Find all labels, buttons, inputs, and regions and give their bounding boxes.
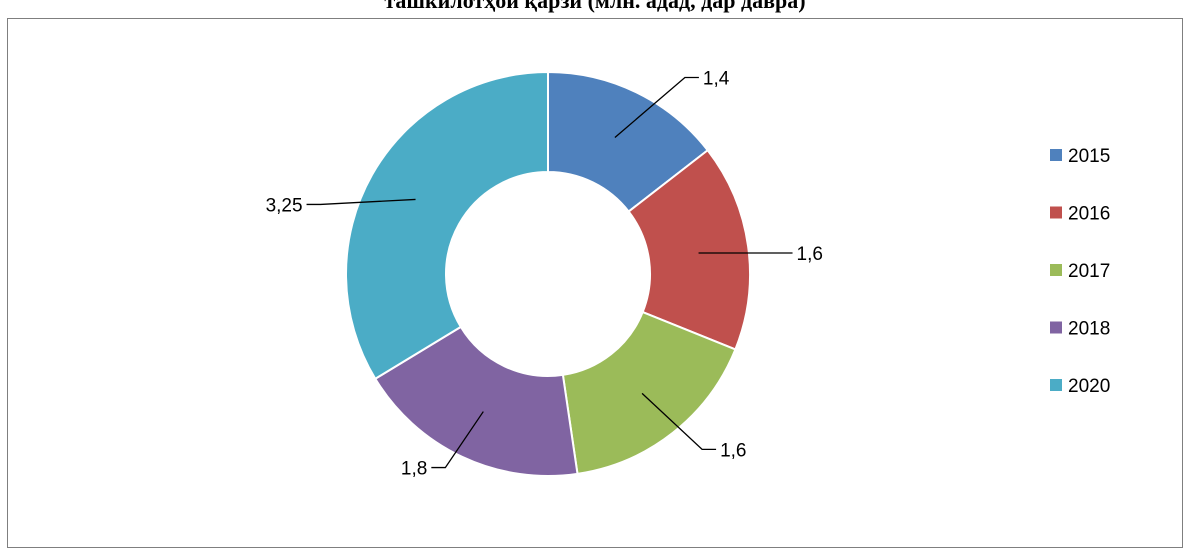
legend-label-2016: 2016 <box>1068 204 1110 225</box>
leader-line-2018 <box>431 411 484 469</box>
data-label-2017: 1,6 <box>720 440 746 461</box>
slice-2018 <box>373 325 579 477</box>
legend-swatch-2020 <box>1050 379 1062 391</box>
legend-swatch-2018 <box>1050 321 1062 334</box>
data-label-2015: 1,4 <box>703 69 730 90</box>
legend-label-2020: 2020 <box>1068 376 1110 397</box>
legend-swatch-2017 <box>1050 264 1062 276</box>
data-label-2016: 1,6 <box>797 244 823 265</box>
data-label-2018: 1,8 <box>401 459 427 480</box>
slice-2020 <box>345 70 549 381</box>
legend-swatch-2016 <box>1050 206 1062 219</box>
leader-line-2017 <box>641 392 717 451</box>
slice-2016 <box>627 148 751 351</box>
leader-line-2015 <box>614 76 699 139</box>
chart-title: ташкилотҳои қарзӣ (млн. адад, дар давра) <box>384 0 806 13</box>
legend-label-2018: 2018 <box>1068 319 1110 340</box>
legend-label-2017: 2017 <box>1068 261 1110 282</box>
slice-2017 <box>561 310 737 475</box>
legend-swatch-2015 <box>1050 149 1062 161</box>
data-label-2020: 3,25 <box>266 195 303 216</box>
donut-chart: 1,4 1,6 1,6 1,8 3,25 2015 2016 2017 2018 2020 <box>266 69 1111 480</box>
leader-line-2020 <box>306 198 416 206</box>
legend-label-2015: 2015 <box>1068 146 1110 167</box>
